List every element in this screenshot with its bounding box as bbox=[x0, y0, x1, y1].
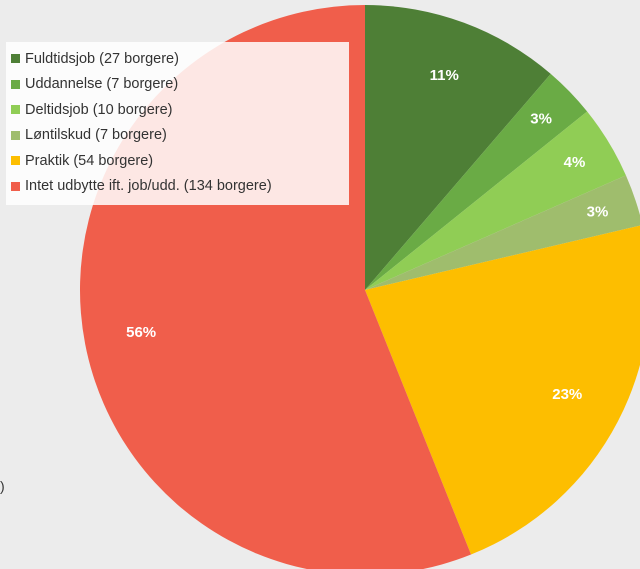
legend-swatch-2 bbox=[11, 105, 20, 115]
legend-item-4: Praktik (54 borgere) bbox=[6, 148, 349, 174]
pie-slice-3 bbox=[365, 175, 640, 290]
legend-label-4: Praktik (54 borgere) bbox=[25, 152, 154, 169]
pie-slice-label-3: 3% bbox=[587, 203, 609, 220]
pie-slice-1 bbox=[365, 73, 588, 290]
legend-item-0: Fuldtidsjob (27 borgere) bbox=[6, 46, 349, 72]
legend-label-5: Intet udbytte ift. job/udd. (134 borgere… bbox=[25, 178, 272, 195]
legend-item-3: Løntilskud (7 borgere) bbox=[6, 123, 349, 149]
legend-label-2: Deltidsjob (10 borgere) bbox=[25, 101, 173, 118]
pie-slice-label-5: 56% bbox=[126, 324, 156, 341]
legend-swatch-3 bbox=[11, 130, 20, 140]
pie-slice-4 bbox=[365, 225, 640, 555]
stray-text-mark: ) bbox=[0, 478, 5, 494]
pie-slice-label-2: 4% bbox=[564, 154, 586, 171]
legend-item-1: Uddannelse (7 borgere) bbox=[6, 72, 349, 98]
legend-swatch-5 bbox=[11, 181, 20, 191]
chart-legend: Fuldtidsjob (27 borgere) Uddannelse (7 bo… bbox=[6, 42, 349, 205]
pie-slice-label-4: 23% bbox=[552, 386, 582, 403]
pie-slice-2 bbox=[365, 111, 626, 290]
legend-swatch-0 bbox=[11, 54, 20, 64]
pie-slice-label-0: 11% bbox=[430, 67, 459, 84]
legend-label-1: Uddannelse (7 borgere) bbox=[25, 76, 179, 93]
legend-item-2: Deltidsjob (10 borgere) bbox=[6, 97, 349, 123]
legend-swatch-4 bbox=[11, 156, 20, 166]
legend-label-0: Fuldtidsjob (27 borgere) bbox=[25, 50, 179, 67]
pie-slice-0 bbox=[365, 5, 551, 290]
pie-percent-labels: 11% 3% 4% 3% 23% 56% bbox=[126, 67, 608, 403]
legend-label-3: Løntilskud (7 borgere) bbox=[25, 127, 167, 144]
legend-item-5: Intet udbytte ift. job/udd. (134 borgere… bbox=[6, 174, 349, 200]
pie-slice-label-1: 3% bbox=[530, 111, 552, 128]
legend-swatch-1 bbox=[11, 79, 20, 89]
